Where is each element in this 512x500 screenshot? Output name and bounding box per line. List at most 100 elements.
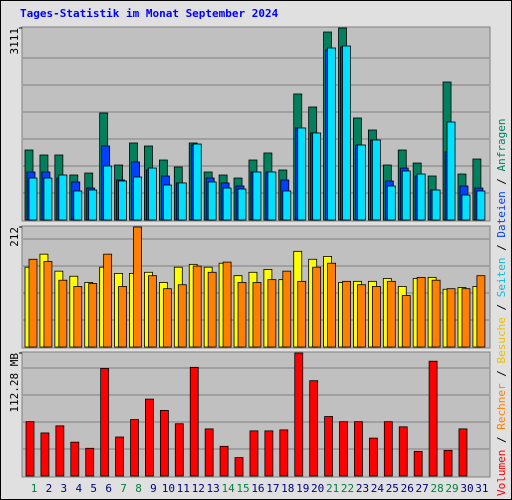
bar [159, 409, 169, 477]
bar [85, 447, 95, 477]
bar [294, 352, 304, 477]
bar [174, 423, 184, 477]
x-tick-label: 8 [135, 482, 142, 495]
bar [312, 132, 322, 221]
bar [100, 368, 110, 477]
bar [162, 184, 172, 221]
bar [25, 421, 35, 477]
bar [282, 190, 292, 221]
bar [282, 270, 292, 348]
bar [145, 398, 154, 477]
bar [88, 283, 98, 348]
legend-entry: Dateien [495, 191, 508, 237]
x-tick-label: 20 [311, 482, 324, 495]
legend-entry: Seiten [495, 258, 508, 298]
bar [371, 286, 381, 348]
bar [446, 288, 456, 348]
bar [297, 280, 307, 348]
bar [43, 177, 53, 221]
x-tick-label: 14 [221, 482, 235, 495]
x-tick-label: 7 [120, 482, 127, 495]
bar [476, 275, 486, 348]
bar [458, 428, 468, 477]
x-tick-label: 29 [445, 482, 458, 495]
x-tick-label: 24 [371, 482, 385, 495]
bar [297, 127, 307, 221]
bar [219, 445, 229, 477]
bar [73, 190, 83, 221]
bar [264, 430, 274, 477]
bar [40, 432, 50, 477]
bar [371, 139, 381, 221]
bar [267, 171, 277, 221]
x-tick-label: 22 [341, 482, 354, 495]
legend-entry: Volumen [495, 450, 508, 496]
x-tick-label: 26 [401, 482, 414, 495]
legend-separator: / [495, 171, 508, 191]
bar [386, 185, 396, 221]
bar [342, 280, 351, 348]
x-tick-label: 3 [61, 482, 68, 495]
bar [401, 295, 411, 348]
bar [401, 170, 411, 221]
bar [357, 144, 366, 221]
x-tick-label: 10 [162, 482, 175, 495]
bar [327, 262, 337, 348]
y-tick-label: 212 [8, 227, 21, 247]
bar [189, 366, 199, 477]
bar [386, 280, 396, 348]
legend: Volumen / Rechner / Besuche / Seiten / D… [495, 118, 508, 496]
bar [309, 380, 319, 477]
bar [398, 426, 408, 477]
bar [443, 449, 453, 477]
bar [70, 441, 80, 477]
bar [461, 194, 471, 221]
bar [162, 288, 172, 348]
bar [461, 288, 471, 348]
legend-entry: Anfragen [495, 118, 508, 171]
bar [252, 171, 262, 221]
bar [28, 258, 38, 348]
bar [267, 279, 277, 348]
bar [133, 226, 142, 348]
bar [177, 182, 187, 221]
legend-separator: / [495, 364, 508, 384]
bar [207, 271, 217, 348]
x-tick-label: 4 [75, 482, 82, 495]
bar [354, 421, 363, 477]
bar [416, 276, 426, 348]
x-tick-label: 9 [150, 482, 157, 495]
legend-separator: / [495, 297, 508, 317]
bar [446, 121, 456, 221]
bar [115, 436, 124, 477]
bar [222, 261, 232, 348]
bar [279, 429, 289, 477]
bar [192, 143, 202, 221]
x-tick-label: 18 [281, 482, 294, 495]
bar [130, 419, 139, 477]
x-tick-label: 28 [430, 482, 443, 495]
bar [103, 165, 113, 221]
bar [73, 286, 83, 348]
legend-entry: Besuche [495, 317, 508, 363]
x-tick-label: 27 [416, 482, 429, 495]
bar [428, 360, 438, 477]
bar [192, 265, 202, 348]
x-tick-label: 30 [460, 482, 473, 495]
bar [133, 176, 142, 221]
x-tick-label: 25 [386, 482, 399, 495]
x-tick-label: 19 [296, 482, 309, 495]
bar [368, 437, 378, 477]
bar [28, 177, 38, 221]
legend-separator: / [495, 238, 508, 258]
bar [413, 450, 423, 477]
bar [237, 188, 247, 221]
bar [55, 425, 65, 477]
bar [431, 279, 441, 348]
bar [312, 266, 322, 348]
bar [327, 47, 337, 221]
y-tick-label: 112.28 MB [8, 353, 21, 413]
x-tick-label: 1 [31, 482, 38, 495]
bar [148, 275, 157, 348]
